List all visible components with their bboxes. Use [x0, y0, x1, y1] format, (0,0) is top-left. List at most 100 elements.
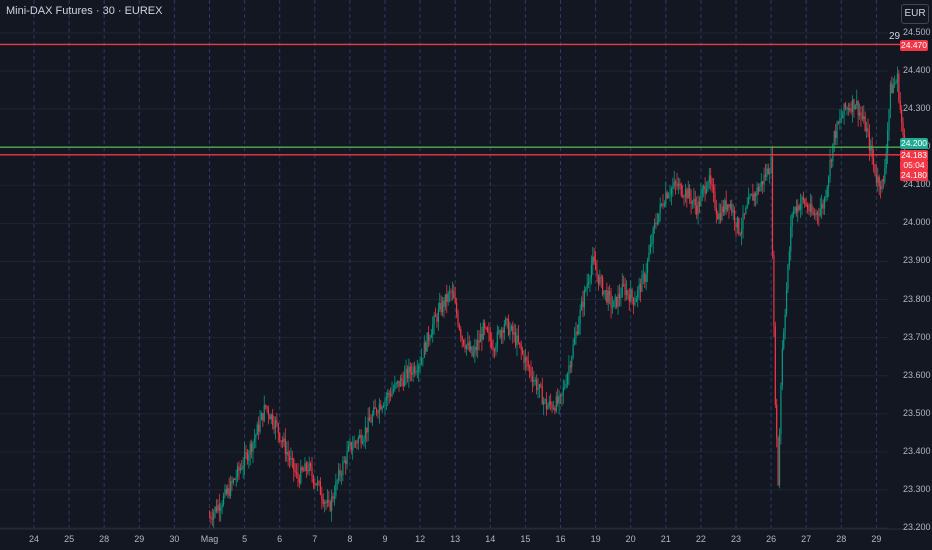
candle-body: [463, 340, 465, 346]
candle-body: [821, 203, 823, 209]
candle-body: [406, 368, 409, 379]
candle-body: [825, 196, 827, 199]
candle-body: [242, 465, 244, 469]
candle-body: [718, 213, 720, 220]
time-tick-label: 29: [134, 534, 145, 544]
candle-body: [425, 342, 427, 352]
candle-body: [867, 128, 869, 133]
candle-body: [872, 157, 875, 165]
candle-body: [450, 291, 452, 293]
candle-body: [792, 210, 795, 215]
time-tick-label: 22: [695, 534, 706, 544]
candle-body: [818, 214, 820, 216]
candle-body: [807, 205, 809, 210]
candle-body: [732, 210, 734, 213]
candle-body: [297, 472, 299, 479]
candle-body: [762, 181, 764, 185]
candle-body: [390, 394, 392, 397]
candle-body: [227, 488, 229, 494]
candle-body: [500, 330, 503, 338]
candle-body: [694, 198, 696, 206]
candle-body: [742, 213, 744, 229]
candle-body: [357, 437, 359, 444]
time-tick-label: 28: [99, 534, 110, 544]
candle-body: [309, 463, 312, 468]
candle-body: [302, 470, 305, 472]
time-tick-label: 21: [660, 534, 671, 544]
candle-body: [402, 380, 404, 387]
candle-body: [587, 282, 590, 284]
candle-body: [305, 463, 307, 471]
candle-body: [618, 294, 621, 299]
time-tick-label: Mag: [200, 534, 219, 544]
candle-body: [726, 204, 729, 210]
candle-body: [317, 481, 319, 485]
candle-body: [409, 366, 411, 373]
candle-body: [218, 504, 220, 511]
candle-body: [329, 502, 331, 511]
candle-body: [658, 213, 660, 223]
price-tick-label: 24.300: [903, 103, 931, 114]
candle-body: [290, 458, 292, 461]
candle-body: [816, 212, 819, 215]
candle-body: [248, 454, 250, 461]
candle-body: [349, 442, 351, 447]
candle-body: [599, 276, 601, 284]
candle-body: [360, 434, 362, 444]
candle-body: [211, 518, 213, 520]
candle-body: [613, 300, 615, 307]
candle-body: [513, 332, 515, 335]
candle-body: [520, 344, 522, 351]
candle-body: [680, 183, 682, 196]
candle-body: [415, 371, 417, 373]
candle-body: [412, 366, 414, 375]
candle-body: [853, 99, 855, 110]
candle-body: [638, 284, 640, 290]
candle-body: [287, 451, 289, 457]
candle-body: [621, 284, 623, 297]
candle-body: [704, 186, 706, 194]
time-tick-label: 13: [450, 534, 461, 544]
candle-body: [234, 479, 236, 481]
candle-body: [847, 107, 849, 111]
candle-body: [485, 327, 487, 329]
candle-body: [836, 122, 838, 139]
candle-body: [443, 300, 445, 307]
candle-body: [631, 289, 633, 298]
candle-body: [690, 197, 692, 204]
candle-body: [891, 83, 893, 94]
candle-body: [710, 175, 712, 185]
candle-body: [902, 122, 904, 136]
candle-body: [516, 335, 518, 346]
candle-body: [395, 382, 397, 384]
candle-body: [700, 193, 702, 206]
candle-body: [266, 406, 268, 409]
candle-body: [628, 294, 630, 302]
candle-body: [739, 233, 741, 235]
candle-body: [272, 414, 274, 425]
candle-body: [794, 207, 796, 211]
candle-body: [375, 408, 378, 413]
candle-body: [590, 264, 592, 278]
candle-body: [738, 217, 740, 234]
candle-body: [689, 188, 691, 198]
candle-body: [719, 213, 722, 220]
countdown-tag: 05:04: [900, 160, 928, 171]
candle-body: [467, 342, 469, 346]
candle-body: [777, 437, 779, 486]
candle-body: [707, 181, 709, 189]
candle-body: [668, 195, 670, 198]
candle-body: [882, 179, 885, 182]
candle-body: [641, 275, 643, 292]
candle-body: [659, 204, 661, 214]
candle-body: [418, 365, 420, 372]
candle-body: [529, 366, 531, 369]
candle-body: [888, 109, 890, 131]
candle-body: [335, 481, 337, 496]
candle-body: [336, 480, 338, 482]
currency-button[interactable]: EUR: [901, 4, 929, 24]
candle-body: [564, 386, 566, 388]
candle-body: [755, 193, 757, 196]
